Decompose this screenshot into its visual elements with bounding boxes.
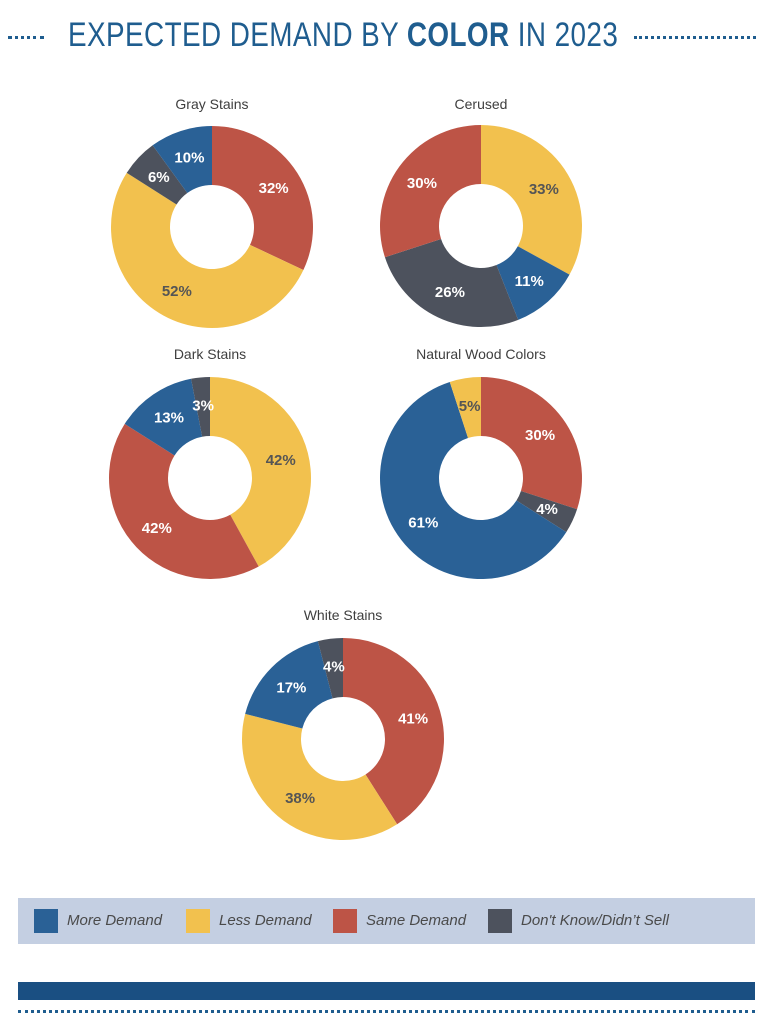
slice-cerused-same <box>379 125 481 258</box>
legend-swatch-less-demand <box>186 909 210 933</box>
slice-label-cerused-more: 11% <box>515 273 544 290</box>
footer-bar <box>18 982 755 1000</box>
slice-label-white-stains-more: 17% <box>276 679 306 696</box>
slice-natural-wood-colors-more <box>379 381 567 579</box>
slice-dark-stains-more <box>124 378 203 456</box>
donut-chart-cerused: Cerused 33% 11% 26% 30% <box>379 96 582 327</box>
slice-dark-stains-less <box>210 376 311 567</box>
slice-white-stains-same <box>343 638 444 825</box>
legend-label-more-demand: More Demand <box>67 912 163 929</box>
slice-gray-stains-same <box>212 126 314 271</box>
slice-white-stains-less <box>242 713 398 840</box>
legend-swatch-more-demand <box>34 909 58 933</box>
slice-label-cerused-same: 30% <box>407 175 437 192</box>
slice-label-dark-stains-less: 42% <box>266 452 296 469</box>
chart-title-gray-stains: Gray Stains <box>175 96 248 112</box>
slice-dark-stains-same <box>109 423 259 579</box>
slice-label-white-stains-less: 38% <box>285 790 315 807</box>
slice-label-gray-stains-more: 10% <box>174 150 204 167</box>
slice-label-natural-wood-colors-less: 5% <box>459 398 481 415</box>
title-text-part1: EXPECTED DEMAND BY <box>68 16 399 54</box>
slice-label-natural-wood-colors-more: 61% <box>408 515 438 532</box>
slice-label-gray-stains-same: 32% <box>259 180 289 197</box>
slice-label-dark-stains-dont-know: 3% <box>192 397 214 414</box>
slice-dark-stains-dont-know <box>191 377 210 437</box>
slice-label-cerused-less: 33% <box>529 181 559 198</box>
slice-white-stains-dont-know <box>317 638 343 699</box>
slice-label-dark-stains-same: 42% <box>142 520 172 537</box>
header-dotted-rule-left <box>8 36 44 39</box>
slice-label-white-stains-dont-know: 4% <box>323 659 345 676</box>
legend-swatch-dont-know <box>488 909 512 933</box>
slice-label-gray-stains-dont-know: 6% <box>148 169 170 186</box>
donut-charts: Gray Stains 32% 52% 6%10% Cerused 33% 11% 26% 30… <box>109 96 582 840</box>
slice-label-dark-stains-more: 13% <box>154 410 184 427</box>
donut-chart-natural-wood-colors: Natural Wood Colors 30% 4% 61% 5% <box>379 346 582 579</box>
slice-label-cerused-dont-know: 26% <box>435 284 465 301</box>
slice-label-natural-wood-colors-dont-know: 4% <box>536 501 558 518</box>
donut-chart-dark-stains: Dark Stains 42% 42% 13% 3% <box>109 346 311 579</box>
legend-swatch-same-demand <box>333 909 357 933</box>
slice-natural-wood-colors-dont-know <box>516 490 578 533</box>
slice-gray-stains-more <box>152 126 212 194</box>
chart-title-natural-wood-colors: Natural Wood Colors <box>416 346 546 362</box>
slice-label-natural-wood-colors-same: 30% <box>525 427 555 444</box>
page-title: EXPECTED DEMAND BY COLOR IN 2023 <box>68 16 618 55</box>
slice-label-white-stains-same: 41% <box>398 711 428 728</box>
donut-chart-white-stains: White Stains 41% 38% 17% 4% <box>242 607 444 840</box>
chart-title-dark-stains: Dark Stains <box>174 346 246 362</box>
slice-natural-wood-colors-same <box>481 377 582 510</box>
title-text-bold: COLOR <box>406 16 510 54</box>
legend-label-less-demand: Less Demand <box>219 912 312 929</box>
title-text-part2: IN 2023 <box>517 16 619 54</box>
legend: More Demand Less Demand Same Demand Don'… <box>18 898 755 944</box>
slice-white-stains-more <box>245 641 333 729</box>
slice-cerused-more <box>496 246 570 320</box>
chart-title-white-stains: White Stains <box>304 607 383 623</box>
slice-label-gray-stains-less: 52% <box>162 283 192 300</box>
slice-cerused-dont-know <box>384 238 519 327</box>
slice-natural-wood-colors-less <box>449 377 481 439</box>
slice-gray-stains-less <box>111 172 304 328</box>
slice-cerused-less <box>481 125 582 275</box>
legend-label-dont-know: Don't Know/Didn’t Sell <box>521 912 669 929</box>
donut-chart-gray-stains: Gray Stains 32% 52% 6%10% <box>111 96 314 328</box>
footer-dotted-rule <box>18 1010 755 1013</box>
slice-gray-stains-dont-know <box>126 145 188 205</box>
chart-title-cerused: Cerused <box>455 96 508 112</box>
header-dotted-rule-right <box>634 36 756 39</box>
header: EXPECTED DEMAND BY COLOR IN 2023 <box>0 14 763 60</box>
legend-label-same-demand: Same Demand <box>366 912 467 929</box>
